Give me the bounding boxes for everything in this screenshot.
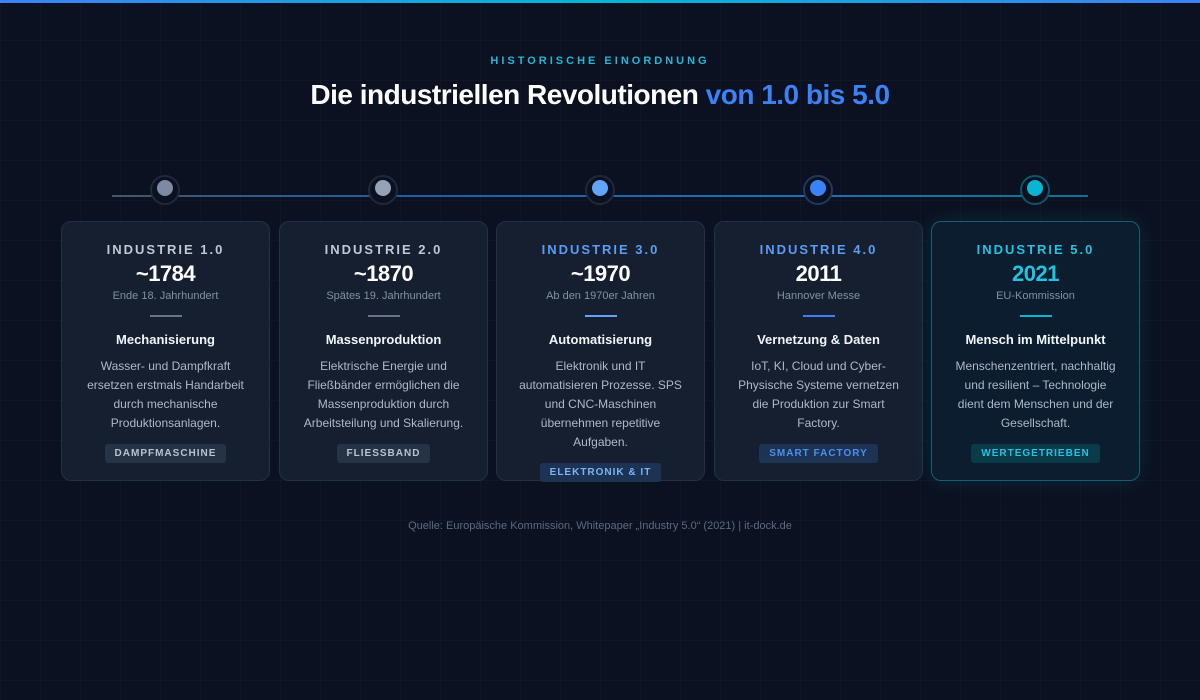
divider: [149, 315, 182, 317]
era-tag: ELEKTRONIK & IT: [539, 463, 662, 482]
timeline-dot: [1020, 175, 1050, 205]
era-card: INDUSTRIE 5.0 2021 EU-Kommission Mensch …: [931, 221, 1140, 481]
era-subtitle: Hannover Messe: [776, 290, 861, 302]
era-tag: FLIESSBAND: [336, 444, 431, 463]
era-description: IoT, KI, Cloud und Cyber-Physische Syste…: [738, 359, 899, 430]
era-label: INDUSTRIE 5.0: [976, 242, 1095, 257]
eyebrow: HISTORISCHE EINORDNUNG: [490, 55, 710, 67]
era-year: ~1870: [353, 261, 414, 286]
era-card: INDUSTRIE 1.0 ~1784 Ende 18. Jahrhundert…: [61, 221, 270, 481]
page-title: Die industriellen Revolutionen von 1.0 b…: [0, 79, 1200, 111]
divider: [584, 315, 617, 317]
era-label: INDUSTRIE 2.0: [324, 242, 443, 257]
era-heading: Massenproduktion: [325, 332, 442, 347]
era-card: INDUSTRIE 4.0 2011 Hannover Messe Vernet…: [714, 221, 923, 481]
era-description: Elektrische Energie und Fließbänder ermö…: [303, 359, 464, 430]
era-subtitle: Spätes 19. Jahrhundert: [326, 290, 441, 302]
era-label: INDUSTRIE 1.0: [106, 242, 225, 257]
top-accent-bar: [0, 0, 1200, 3]
era-card: INDUSTRIE 2.0 ~1870 Spätes 19. Jahrhunde…: [279, 221, 488, 481]
divider: [802, 315, 835, 317]
divider: [367, 315, 400, 317]
era-description: Menschenzentriert, nachhaltig und resili…: [955, 359, 1116, 430]
era-description: Elektronik und IT automatisieren Prozess…: [519, 359, 682, 449]
era-heading: Mechanisierung: [116, 332, 215, 347]
era-tag: SMART FACTORY: [759, 444, 878, 463]
timeline-dot: [585, 175, 615, 205]
era-year: 2011: [795, 261, 842, 286]
timeline-dot: [368, 175, 398, 205]
era-label: INDUSTRIE 3.0: [541, 242, 660, 257]
era-heading: Automatisierung: [548, 332, 653, 347]
era-subtitle: Ab den 1970er Jahren: [546, 290, 655, 302]
era-year: ~1970: [570, 261, 631, 286]
era-heading: Vernetzung & Daten: [757, 332, 880, 347]
source-footnote: Quelle: Europäische Kommission, Whitepap…: [408, 520, 792, 532]
timeline-dot: [150, 175, 180, 205]
timeline-dot: [803, 175, 833, 205]
era-card: INDUSTRIE 3.0 ~1970 Ab den 1970er Jahren…: [496, 221, 705, 482]
divider: [1019, 315, 1052, 317]
title-main: Die industriellen Revolutionen: [310, 79, 706, 110]
era-year: 2021: [1012, 261, 1059, 286]
era-tag: DAMPFMASCHINE: [104, 444, 227, 463]
title-accent: von 1.0 bis 5.0: [705, 79, 890, 110]
era-tag: WERTEGETRIEBEN: [971, 444, 1100, 463]
era-heading: Mensch im Mittelpunkt: [965, 332, 1106, 347]
era-subtitle: EU-Kommission: [996, 290, 1075, 302]
era-description: Wasser- und Dampfkraft ersetzen erstmals…: [87, 359, 244, 430]
era-year: ~1784: [135, 261, 196, 286]
era-label: INDUSTRIE 4.0: [759, 242, 878, 257]
era-subtitle: Ende 18. Jahrhundert: [112, 290, 219, 302]
